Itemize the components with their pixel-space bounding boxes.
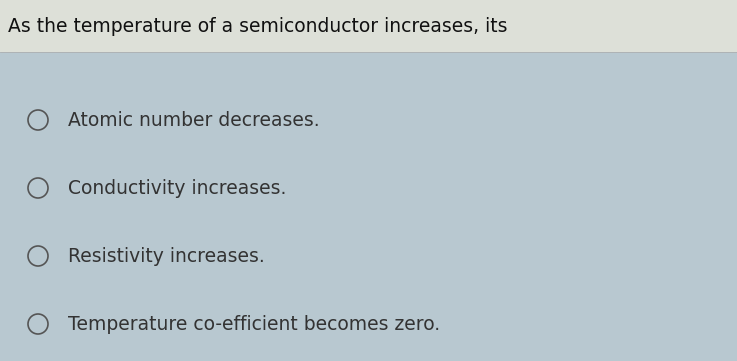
Text: As the temperature of a semiconductor increases, its: As the temperature of a semiconductor in… <box>8 17 508 35</box>
Text: Resistivity increases.: Resistivity increases. <box>68 247 265 265</box>
Text: Temperature co-efficient becomes zero.: Temperature co-efficient becomes zero. <box>68 314 440 334</box>
Text: Atomic number decreases.: Atomic number decreases. <box>68 110 320 130</box>
Bar <box>0 0 737 52</box>
Text: Conductivity increases.: Conductivity increases. <box>68 178 287 197</box>
